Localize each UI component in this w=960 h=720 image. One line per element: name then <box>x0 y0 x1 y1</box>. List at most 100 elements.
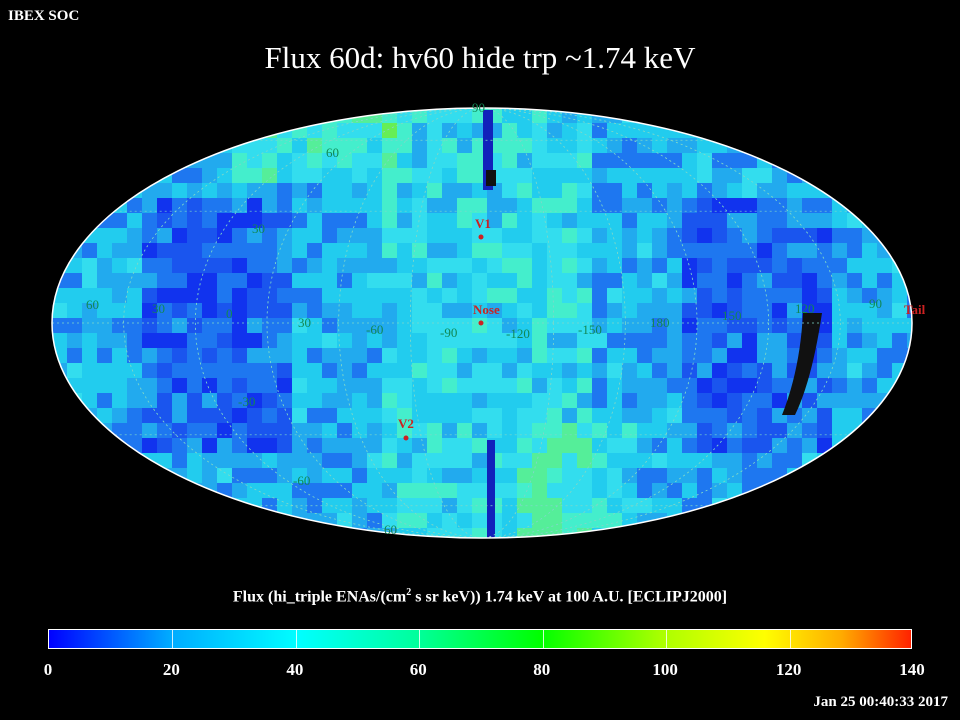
flux-pixel <box>112 303 128 319</box>
flux-pixel <box>817 408 833 424</box>
flux-pixel <box>217 393 233 409</box>
flux-pixel <box>742 243 758 259</box>
flux-pixel <box>277 303 293 319</box>
flux-pixel <box>157 213 173 229</box>
flux-pixel <box>622 213 638 229</box>
flux-pixel <box>247 483 263 499</box>
flux-pixel <box>412 303 428 319</box>
flux-pixel <box>472 213 488 229</box>
flux-pixel <box>442 483 458 499</box>
flux-pixel <box>547 438 563 454</box>
flux-pixel <box>652 153 668 169</box>
flux-pixel <box>487 318 503 334</box>
flux-pixel <box>247 303 263 319</box>
flux-pixel <box>262 423 278 439</box>
flux-pixel <box>247 348 263 364</box>
flux-pixel <box>832 468 848 484</box>
flux-pixel <box>442 138 458 154</box>
flux-pixel <box>202 363 218 379</box>
flux-pixel <box>742 138 758 154</box>
flux-pixel <box>562 438 578 454</box>
flux-pixel <box>127 318 143 334</box>
flux-pixel <box>772 483 788 499</box>
flux-pixel <box>547 423 563 439</box>
flux-pixel <box>607 363 623 379</box>
flux-pixel <box>862 288 878 304</box>
flux-pixel <box>487 228 503 244</box>
flux-pixel <box>877 303 893 319</box>
flux-pixel <box>637 528 653 538</box>
flux-pixel <box>877 123 893 139</box>
flux-pixel <box>127 513 143 529</box>
flux-pixel <box>742 288 758 304</box>
flux-pixel <box>517 528 533 538</box>
flux-pixel <box>772 498 788 514</box>
flux-pixel <box>232 288 248 304</box>
flux-pixel <box>607 288 623 304</box>
flux-pixel <box>772 333 788 349</box>
flux-pixel <box>172 123 188 139</box>
flux-pixel <box>382 408 398 424</box>
flux-pixel <box>472 453 488 469</box>
flux-pixel <box>262 318 278 334</box>
flux-pixel <box>472 528 488 538</box>
flux-pixel <box>352 483 368 499</box>
colorbar-tick <box>419 630 421 648</box>
flux-pixel <box>622 288 638 304</box>
flux-pixel <box>247 318 263 334</box>
flux-pixel <box>142 528 158 538</box>
flux-pixel <box>562 228 578 244</box>
flux-pixel <box>502 168 518 184</box>
flux-pixel <box>907 423 912 439</box>
flux-pixel <box>337 198 353 214</box>
flux-pixel <box>682 528 698 538</box>
flux-pixel <box>757 198 773 214</box>
flux-pixel <box>892 183 908 199</box>
flux-pixel <box>712 168 728 184</box>
flux-pixel <box>412 183 428 199</box>
flux-pixel <box>277 453 293 469</box>
flux-pixel <box>322 348 338 364</box>
flux-pixel <box>292 228 308 244</box>
flux-pixel <box>607 468 623 484</box>
flux-pixel <box>727 288 743 304</box>
flux-pixel <box>232 453 248 469</box>
flux-pixel <box>862 123 878 139</box>
flux-pixel <box>877 318 893 334</box>
flux-pixel <box>682 438 698 454</box>
flux-pixel <box>112 453 128 469</box>
flux-pixel <box>787 288 803 304</box>
flux-pixel <box>547 213 563 229</box>
flux-pixel <box>757 123 773 139</box>
flux-pixel <box>457 423 473 439</box>
flux-pixel <box>592 273 608 289</box>
flux-pixel <box>817 333 833 349</box>
flux-pixel <box>502 363 518 379</box>
flux-pixel <box>817 153 833 169</box>
flux-pixel <box>847 528 863 538</box>
flux-pixel <box>562 303 578 319</box>
colorbar-label: 80 <box>533 660 551 679</box>
flux-pixel <box>412 438 428 454</box>
flux-pixel <box>547 318 563 334</box>
flux-pixel <box>457 408 473 424</box>
flux-pixel <box>517 243 533 259</box>
flux-pixel <box>592 348 608 364</box>
flux-pixel <box>217 153 233 169</box>
flux-pixel <box>697 528 713 538</box>
flux-pixel <box>427 453 443 469</box>
flux-pixel <box>337 213 353 229</box>
flux-pixel <box>187 273 203 289</box>
flux-pixel <box>592 123 608 139</box>
flux-pixel <box>472 243 488 259</box>
flux-pixel <box>577 513 593 529</box>
flux-pixel <box>232 318 248 334</box>
flux-pixel <box>832 513 848 529</box>
flux-pixel <box>832 423 848 439</box>
flux-pixel <box>832 123 848 139</box>
flux-pixel <box>787 318 803 334</box>
flux-pixel <box>112 228 128 244</box>
flux-pixel <box>292 423 308 439</box>
flux-pixel <box>277 378 293 394</box>
flux-pixel <box>127 258 143 274</box>
